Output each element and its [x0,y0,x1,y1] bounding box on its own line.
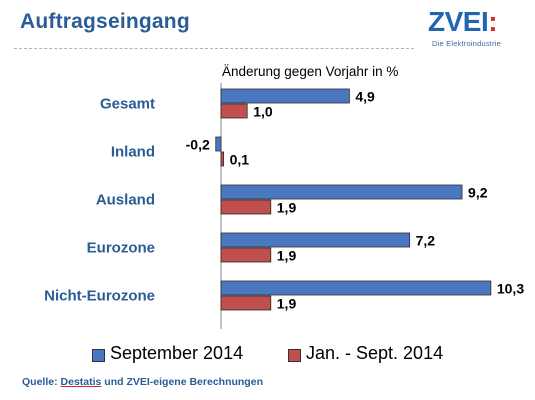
bar-series-1 [220,280,492,296]
logo-colon: : [488,6,498,37]
legend-label-series-1: September 2014 [110,343,244,363]
chart-title: Änderung gegen Vorjahr in % [222,64,398,79]
data-label: 1,0 [253,104,273,120]
category-label: Eurozone [87,240,155,257]
data-label: -0,2 [186,137,210,153]
source-link-destatis[interactable]: Destatis [60,376,102,388]
data-label: 0,1 [230,152,250,168]
data-label: 9,2 [468,185,488,201]
bar-series-2 [220,295,272,311]
slide-title: Auftragseingang [20,10,190,33]
zvei-logo: ZVEI: Die Elektroindustrie [428,6,528,52]
source-prefix: Quelle: [22,376,61,388]
bar-series-1 [215,136,222,152]
category-label: Gesamt [100,96,155,113]
data-label: 7,2 [416,233,436,249]
data-label: 1,9 [277,248,297,264]
data-label: 10,3 [497,281,524,297]
bar-series-2 [220,247,272,263]
data-label: 4,9 [355,89,375,105]
bar-series-1 [220,232,411,248]
logo-tagline: Die Elektroindustrie [432,39,502,48]
legend-label-series-2: Jan. - Sept. 2014 [306,343,444,363]
bar-series-1 [220,184,463,200]
data-label: 1,9 [277,296,297,312]
bar-series-1 [220,88,350,104]
category-label: Inland [111,144,155,161]
bar-series-2 [220,103,248,119]
source-suffix: und ZVEI-eigene Berechnungen [101,376,263,388]
header-divider [14,48,414,49]
bar-series-2 [220,151,225,167]
legend-swatch-series-1 [92,349,105,362]
legend-swatch-series-2 [288,349,301,362]
source-note: Quelle: Destatis und ZVEI-eigene Berechn… [22,376,263,388]
category-label: Ausland [96,192,155,209]
data-label: 1,9 [277,200,297,216]
category-label: Nicht-Eurozone [44,288,155,305]
logo-wordmark: ZVEI: [428,6,498,38]
logo-text: ZVEI [428,6,489,37]
bar-series-2 [220,199,272,215]
